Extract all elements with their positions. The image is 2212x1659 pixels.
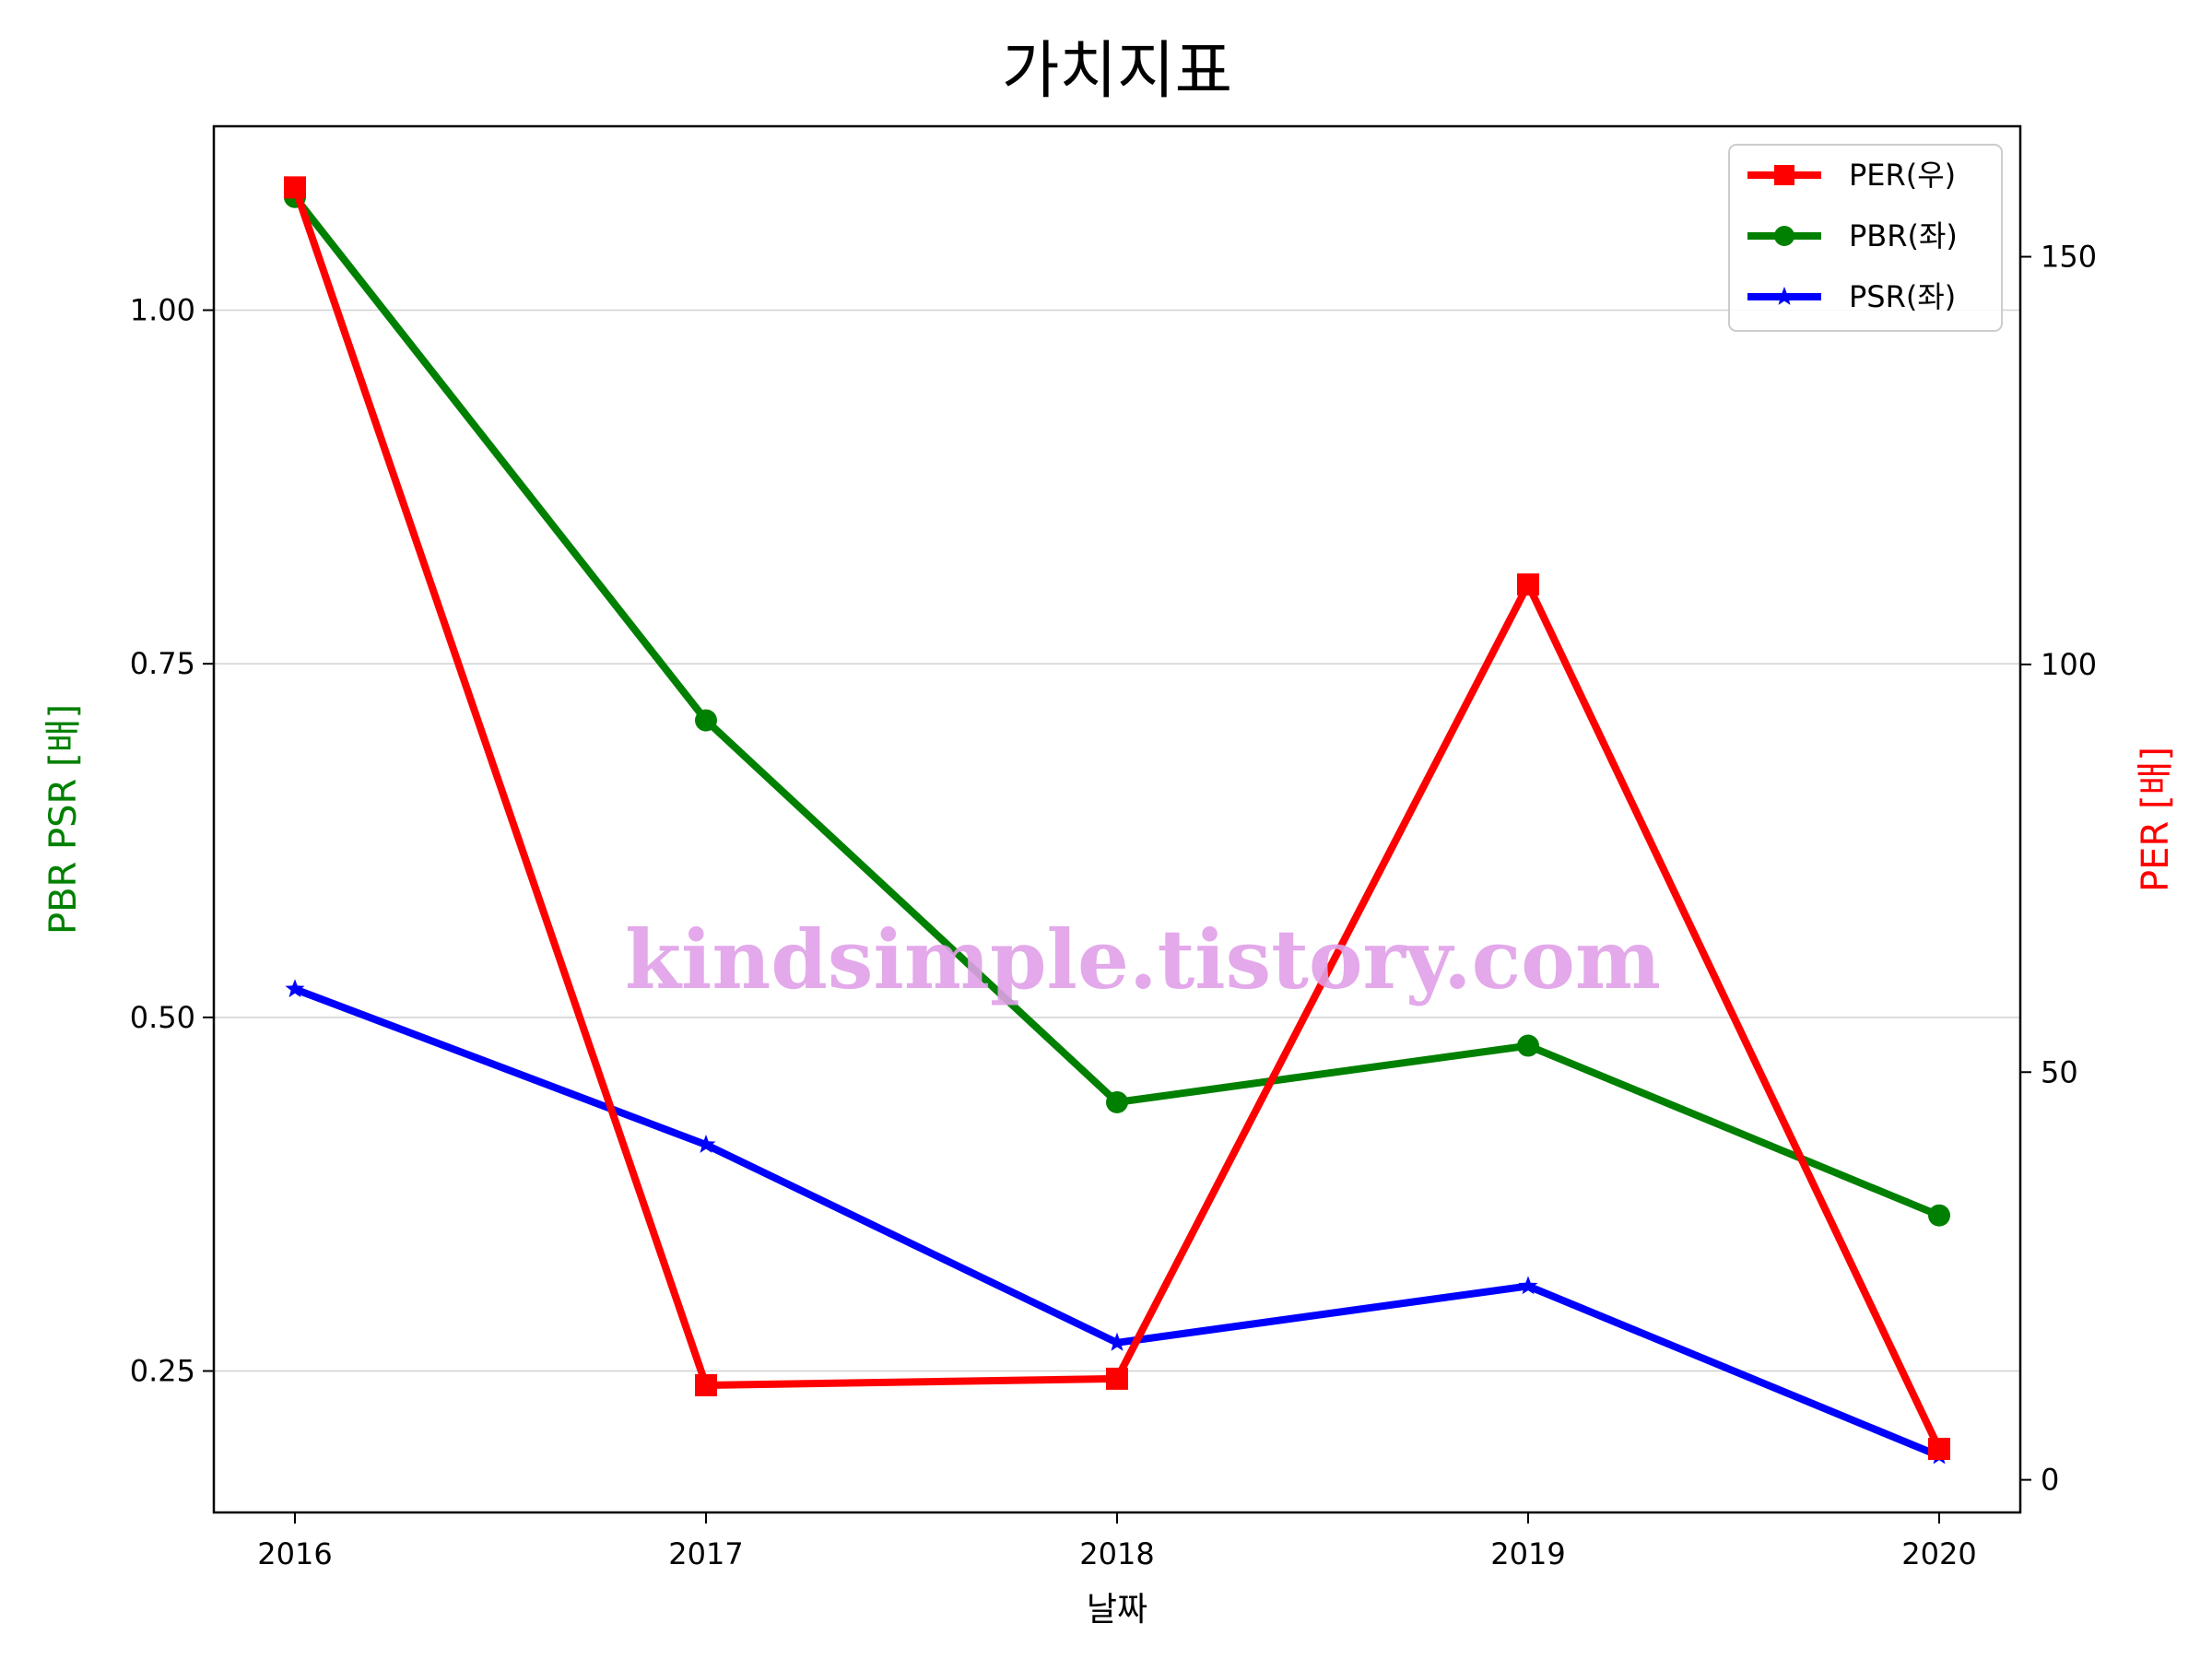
x-axis-ticks: 2016 2017 2018 2019 2020 <box>257 1512 1977 1571</box>
y-axis-left-label: PBR PSR [배] <box>42 704 85 935</box>
data-point <box>1928 1204 1950 1227</box>
legend-label: PSR(좌) <box>1849 279 1956 314</box>
x-tick-label: 2020 <box>1901 1536 1976 1571</box>
data-point <box>1106 1367 1128 1390</box>
data-point <box>1517 573 1539 596</box>
y-axis-left-ticks: 0.25 0.50 0.75 1.00 <box>130 293 214 1389</box>
data-point <box>1107 1332 1127 1351</box>
y-right-tick-label: 0 <box>2041 1463 2059 1498</box>
chart-title: 가치지표 <box>1002 35 1232 108</box>
data-point <box>285 979 305 998</box>
legend-item: PSR(좌) <box>1747 279 1956 314</box>
y-left-tick-label: 1.00 <box>130 293 195 328</box>
legend-label: PER(우) <box>1849 158 1956 193</box>
series-layer <box>284 176 1950 1465</box>
y-right-tick-label: 50 <box>2041 1054 2078 1089</box>
series-left-1 <box>284 185 1950 1227</box>
y-right-tick-label: 100 <box>2041 647 2097 682</box>
legend-item: PER(우) <box>1747 158 1956 193</box>
y-right-tick-label: 150 <box>2041 240 2097 275</box>
x-tick-label: 2017 <box>668 1536 743 1571</box>
y-axis-right-ticks: 0 50 100 150 <box>2020 240 2097 1498</box>
watermark-text: kindsimple.tistory.com <box>625 912 1661 1007</box>
x-tick-label: 2016 <box>257 1536 332 1571</box>
legend-marker <box>1774 226 1794 246</box>
legend-box <box>1728 144 2003 332</box>
data-point <box>1518 1276 1538 1295</box>
legend-marker <box>1774 165 1794 185</box>
y-left-tick-label: 0.25 <box>130 1354 195 1389</box>
data-point <box>695 1373 717 1396</box>
data-point <box>1106 1090 1128 1113</box>
series-right-0 <box>284 176 1950 1460</box>
y-axis-right-label: PER [배] <box>2135 747 2177 892</box>
x-axis-label: 날짜 <box>1087 1591 1147 1629</box>
legend: PER(우) PBR(좌) PSR(좌) <box>1728 144 2003 332</box>
grid-lines <box>214 309 2020 1372</box>
y-left-tick-label: 0.75 <box>130 646 195 681</box>
legend-item: PBR(좌) <box>1747 218 1958 253</box>
x-tick-label: 2019 <box>1490 1536 1565 1571</box>
x-tick-label: 2018 <box>1079 1536 1154 1571</box>
data-point <box>284 176 306 199</box>
data-point <box>695 709 717 732</box>
data-point <box>696 1135 716 1153</box>
legend-label: PBR(좌) <box>1849 218 1958 253</box>
data-point <box>1517 1034 1539 1057</box>
y-left-tick-label: 0.50 <box>130 1000 195 1035</box>
legend-marker <box>1774 287 1794 305</box>
data-point <box>1928 1437 1950 1460</box>
